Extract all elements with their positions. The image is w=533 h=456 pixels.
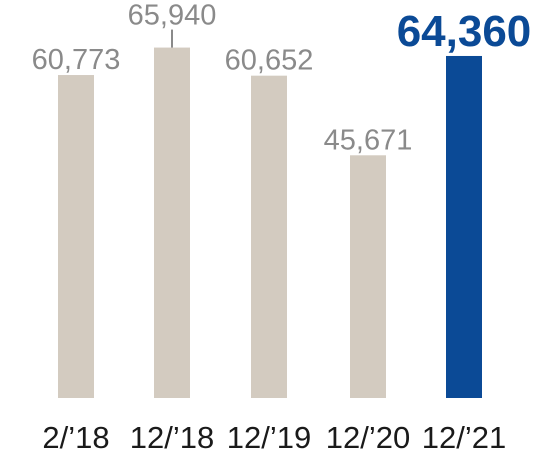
bar-4 [446,55,482,399]
bar-0 [58,75,94,398]
category-label-3: 12/’20 [326,420,410,455]
category-label-0: 2/’18 [42,420,109,455]
category-label-1: 12/’18 [130,420,214,455]
category-label-2: 12/’19 [227,420,311,455]
value-label-1: 65,940 [128,0,217,32]
bar-2 [251,75,287,398]
bar-3 [350,155,386,398]
value-label-3: 45,671 [324,124,413,156]
bar-1 [154,47,190,399]
category-label-4: 12/’21 [422,420,506,455]
value-label-4: 64,360 [397,7,532,56]
bars-group [58,47,482,399]
value-label-2: 60,652 [225,45,314,77]
category-labels-group: 2/’18 12/’18 12/’19 12/’20 12/’21 [42,420,506,455]
value-label-0: 60,773 [32,44,121,76]
